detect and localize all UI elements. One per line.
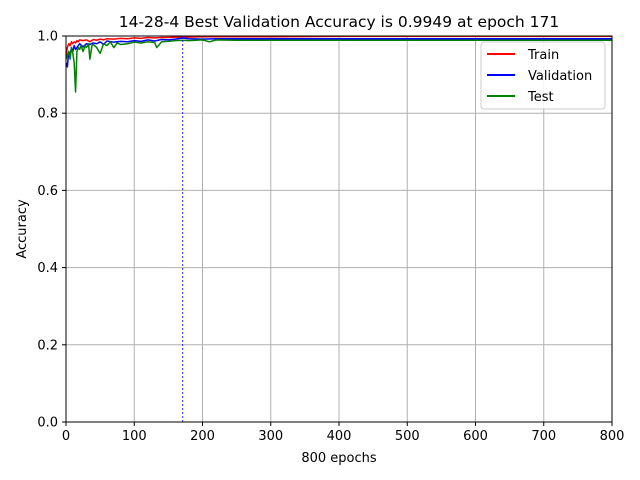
grid (65, 35, 613, 423)
series-line-validation (65, 37, 612, 68)
x-tick-label: 200 (190, 429, 215, 444)
series-line-test (65, 39, 612, 93)
x-tick-label: 300 (258, 429, 283, 444)
y-tick-label: 0.8 (37, 107, 58, 122)
x-tick-label: 500 (395, 429, 420, 444)
y-tick-label: 0.4 (37, 261, 58, 276)
x-tick-label: 700 (531, 429, 556, 444)
x-tick-label: 100 (122, 429, 147, 444)
x-tick-label: 400 (327, 429, 352, 444)
y-axis-label: Accuracy (15, 199, 30, 259)
x-axis-label: 800 epochs (301, 451, 377, 466)
ticks: 0 100 200 300 400 500 600 700 800 0.0 0.2 0.4 0.6 0.8… (37, 30, 624, 445)
x-tick-label: 600 (463, 429, 488, 444)
y-tick-label: 0.6 (37, 184, 58, 199)
legend-label-train: Train (527, 48, 559, 63)
legend-label-validation: Validation (528, 69, 592, 84)
y-tick-label: 0.2 (37, 338, 58, 353)
legend-box (480, 41, 606, 110)
chart-title: 14-28-4 Best Validation Accuracy is 0.99… (119, 13, 560, 31)
y-tick-label: 1.0 (37, 30, 58, 45)
y-tick-label: 0.0 (37, 416, 58, 431)
series-line-train (65, 35, 612, 56)
legend: Train Validation Test (480, 41, 606, 110)
series-layer (65, 35, 612, 93)
x-tick-label: 0 (62, 429, 70, 444)
legend-label-test: Test (527, 90, 554, 105)
x-tick-label: 800 (600, 429, 625, 444)
